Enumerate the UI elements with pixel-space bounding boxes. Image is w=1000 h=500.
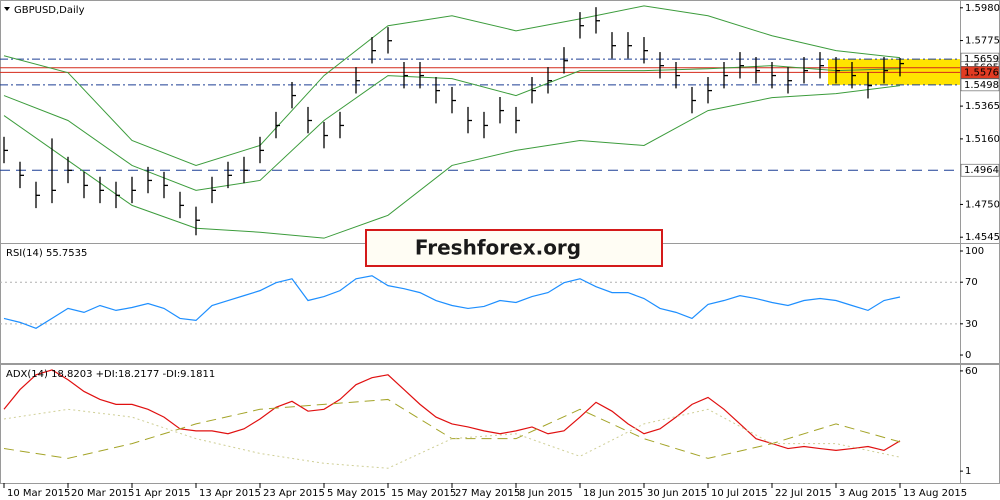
y-tick-label: 60 <box>965 366 978 377</box>
x-tick-label: 23 Apr 2015 <box>263 488 325 499</box>
panel-title: RSI(14) 55.7535 <box>6 248 87 259</box>
level-label-box <box>960 78 1000 92</box>
x-tick-label: 3 Aug 2015 <box>839 488 897 499</box>
band-middle <box>3 65 901 191</box>
y-tick-label: 1.5775 <box>965 36 1000 47</box>
indicator-line <box>3 408 901 469</box>
panel-title: GBPUSD,Daily <box>14 5 85 16</box>
x-tick-label: 5 May 2015 <box>327 488 386 499</box>
x-tick-label: 1 Apr 2015 <box>135 488 190 499</box>
band-lower <box>3 85 901 239</box>
y-tick-label: 70 <box>965 277 978 288</box>
y-tick-label: 1.4750 <box>965 199 1000 210</box>
level-label: 1.5498 <box>964 80 999 91</box>
menu-triangle <box>4 7 10 11</box>
y-tick-label: 1.5980 <box>965 3 1000 14</box>
y-tick-label: 1 <box>965 466 971 477</box>
indicator-line <box>3 369 901 452</box>
x-tick-label: 13 Aug 2015 <box>903 488 967 499</box>
watermark: Freshforex.org <box>365 229 663 267</box>
panel-frame <box>0 364 1000 484</box>
y-tick-label: 1.5160 <box>965 134 1000 145</box>
y-tick-label: 30 <box>965 319 978 330</box>
x-tick-label: 27 May 2015 <box>455 488 520 499</box>
y-tick-label: 0 <box>965 350 971 361</box>
x-tick-label: 13 Apr 2015 <box>199 488 261 499</box>
x-tick-label: 20 Mar 2015 <box>71 488 134 499</box>
y-tick-label: 1.4545 <box>965 232 1000 243</box>
level-label: 1.5576 <box>964 67 999 78</box>
panel-title: ADX(14) 18.8203 +DI:18.2177 -DI:9.1811 <box>6 369 215 380</box>
watermark-box <box>365 229 663 267</box>
x-tick-label: 10 Mar 2015 <box>7 488 70 499</box>
watermark-text: Freshforex.org <box>415 236 581 260</box>
level-label: 1.4964 <box>964 165 999 176</box>
indicator-line <box>3 398 901 459</box>
x-tick-label: 15 May 2015 <box>391 488 456 499</box>
x-tick-label: 18 Jun 2015 <box>583 488 643 499</box>
x-tick-label: 8 Jun 2015 <box>519 488 573 499</box>
x-tick-label: 22 Jul 2015 <box>775 488 832 499</box>
level-label: 1.5659 <box>964 54 999 65</box>
level-label-box <box>960 66 1000 79</box>
x-tick-label: 30 Jun 2015 <box>647 488 707 499</box>
level-label-box <box>960 163 1000 177</box>
y-tick-label: 1.5365 <box>965 101 1000 112</box>
indicator-line <box>3 275 901 329</box>
y-tick-label: 100 <box>965 246 984 257</box>
x-tick-label: 10 Jul 2015 <box>711 488 768 499</box>
band-upper <box>3 5 901 166</box>
